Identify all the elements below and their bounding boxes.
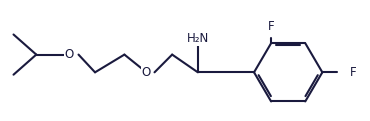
- Text: H₂N: H₂N: [187, 32, 209, 45]
- Text: O: O: [65, 48, 74, 61]
- Text: O: O: [142, 66, 151, 79]
- Text: F: F: [268, 20, 275, 33]
- Text: F: F: [350, 66, 357, 79]
